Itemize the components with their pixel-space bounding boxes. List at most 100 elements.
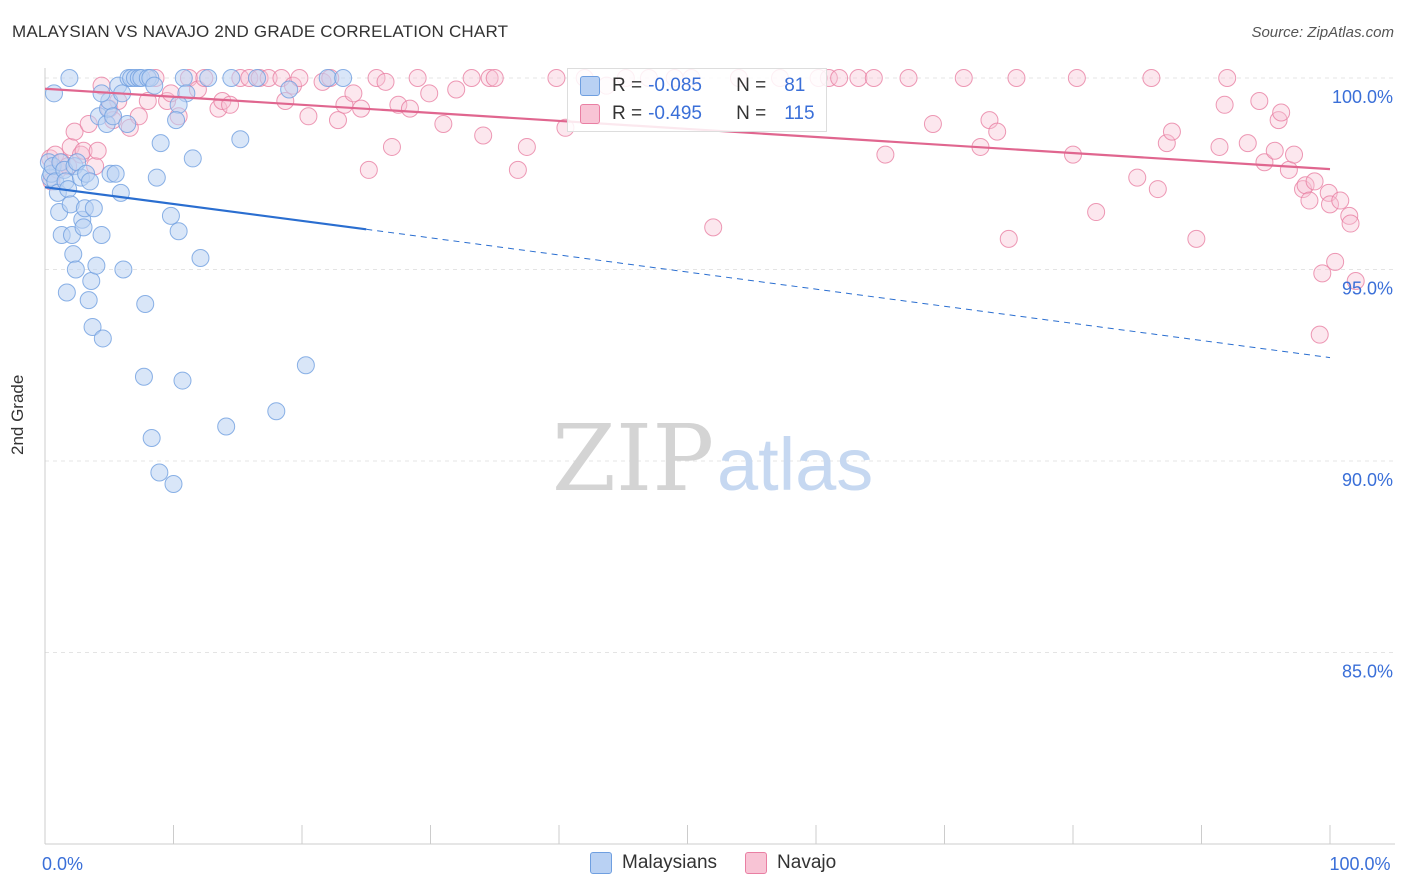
malaysians-point: [104, 107, 123, 126]
y-tick-label: 90.0%: [1342, 470, 1393, 490]
y-tick-label: 85.0%: [1342, 662, 1393, 682]
malaysians-point: [174, 69, 193, 87]
navajo-point: [138, 91, 157, 110]
x-tick-label: 0.0%: [42, 854, 83, 874]
legend-item-navajo[interactable]: Navajo: [745, 852, 836, 874]
malaysians-point: [167, 111, 186, 130]
malaysians-point: [66, 260, 85, 279]
navajo-point: [1250, 91, 1269, 110]
malaysians-point: [80, 172, 99, 191]
malaysians-trend-extension: [366, 228, 1331, 359]
navajo-point: [954, 69, 973, 87]
malaysians-point: [145, 76, 164, 95]
malaysians-legend-swatch: [590, 852, 612, 874]
navajo-point: [1148, 180, 1167, 199]
y-tick-label: 100.0%: [1332, 87, 1393, 107]
n-value: 81: [784, 75, 806, 96]
navajo-point: [1346, 271, 1365, 290]
malaysians-point: [334, 69, 353, 87]
navajo-point: [899, 69, 918, 87]
malaysians-swatch: [580, 76, 600, 96]
malaysians-point: [161, 206, 180, 225]
malaysians-point: [64, 245, 83, 264]
navajo-point: [299, 107, 318, 126]
navajo-point: [1285, 145, 1304, 164]
malaysians-point: [199, 69, 218, 87]
malaysians-point: [134, 367, 153, 386]
navajo-point: [1157, 134, 1176, 153]
navajo-point: [434, 114, 453, 133]
malaysians-point: [151, 134, 170, 153]
navajo-point: [1215, 95, 1234, 114]
navajo-point: [988, 122, 1007, 141]
malaysians-point: [118, 114, 137, 133]
navajo-point: [1310, 325, 1329, 344]
navajo-point: [1142, 69, 1161, 87]
navajo-point: [408, 69, 427, 87]
malaysians-point: [183, 149, 202, 168]
malaysians-point: [79, 291, 98, 310]
series-legend: Malaysians Navajo: [590, 852, 864, 874]
malaysians-point: [83, 317, 102, 336]
x-tick-labels: 0.0% 100.0%: [42, 854, 1391, 874]
navajo-point: [876, 145, 895, 164]
malaysians-point: [93, 329, 112, 348]
malaysians-point: [217, 417, 236, 436]
malaysians-legend-label: Malaysians: [622, 852, 718, 873]
n-label: N =: [736, 75, 767, 96]
navajo-point: [1305, 172, 1324, 191]
navajo-point: [420, 84, 439, 103]
malaysians-trend-line: [44, 186, 367, 231]
navajo-point: [382, 137, 401, 156]
navajo-point: [400, 99, 419, 118]
n-label: N =: [736, 103, 767, 124]
navajo-point: [1238, 134, 1257, 153]
x-tick-label: 100.0%: [1329, 854, 1390, 874]
malaysians-point: [60, 69, 79, 87]
r-label: R =: [612, 75, 643, 96]
malaysians-point: [296, 356, 315, 375]
navajo-point: [474, 126, 493, 145]
malaysians-points: [39, 69, 353, 493]
malaysians-point: [136, 294, 155, 313]
malaysians-point: [44, 84, 63, 103]
malaysians-point: [280, 80, 299, 99]
navajo-point: [1128, 168, 1147, 187]
navajo-point: [1218, 69, 1237, 87]
navajo-legend-label: Navajo: [777, 852, 837, 873]
r-value: -0.085: [648, 75, 702, 96]
watermark-zip: ZIP: [552, 405, 714, 512]
malaysians-point: [106, 164, 125, 183]
navajo-point: [923, 114, 942, 133]
navajo-point: [480, 69, 499, 87]
malaysians-point: [87, 256, 106, 275]
legend-row-malaysians: R = -0.085 N = 81: [580, 74, 805, 98]
malaysians-point: [318, 69, 337, 87]
navajo-point: [1210, 137, 1229, 156]
navajo-swatch: [580, 104, 600, 124]
malaysians-point: [248, 69, 267, 87]
navajo-point: [1255, 153, 1274, 172]
r-value: -0.495: [648, 103, 702, 124]
navajo-point: [1265, 141, 1284, 160]
navajo-point: [1296, 176, 1315, 195]
navajo-point: [389, 95, 408, 114]
watermark-atlas: atlas: [717, 423, 873, 506]
navajo-point: [1321, 195, 1339, 214]
y-tick-label: 95.0%: [1342, 279, 1393, 299]
n-value: 115: [784, 103, 815, 124]
navajo-point: [447, 80, 466, 99]
navajo-legend-swatch: [745, 852, 768, 874]
navajo-point: [359, 160, 378, 179]
malaysians-point: [92, 226, 111, 245]
watermark: ZIP atlas: [552, 405, 873, 512]
navajo-point: [1087, 203, 1106, 222]
navajo-point: [999, 229, 1018, 248]
navajo-point: [65, 122, 84, 141]
navajo-point: [328, 111, 347, 130]
navajo-point: [1313, 264, 1332, 283]
legend-item-malaysians[interactable]: Malaysians: [590, 852, 717, 874]
navajo-point: [1272, 103, 1291, 122]
malaysians-point: [147, 168, 166, 187]
